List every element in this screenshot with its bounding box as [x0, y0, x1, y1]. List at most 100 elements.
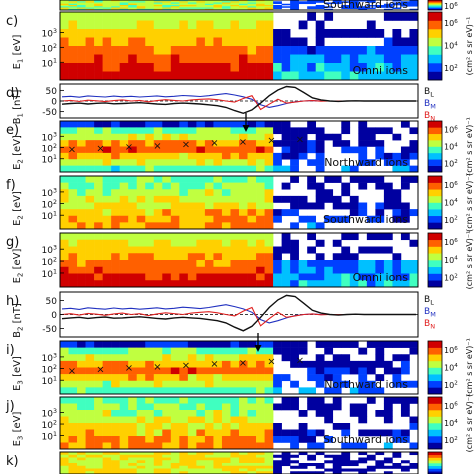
spectrogram-cell [239, 2, 248, 5]
spectrogram-cell [153, 3, 163, 6]
spectrogram-cell [60, 260, 69, 268]
spectrogram-cell [111, 260, 120, 268]
spectrogram-cell [145, 2, 155, 5]
peak-marker: × [267, 357, 275, 368]
spectrogram-cell [111, 429, 120, 437]
spectrogram-cell [204, 471, 214, 474]
peak-marker: × [239, 137, 247, 148]
spectrogram-cell [256, 222, 265, 230]
spectrogram-cell [273, 246, 282, 254]
spectrogram-cell [85, 152, 95, 160]
spectrogram-cell [409, 239, 419, 247]
spectrogram-cell [85, 127, 95, 135]
spectrogram-cell [179, 5, 189, 7]
colorbar-tick-label: 102 [444, 64, 458, 73]
spectrogram-cell [170, 347, 180, 355]
spectrogram-cell [68, 454, 78, 458]
spectrogram-cell [128, 403, 138, 411]
colorbar-step [428, 273, 442, 281]
spectrogram-cell [196, 2, 206, 5]
spectrogram-cell [170, 266, 180, 274]
spectrogram-cell [247, 159, 257, 166]
spectrogram-cell [187, 266, 197, 274]
spectrogram-cell [153, 37, 163, 47]
spectrogram-cell [136, 195, 146, 203]
spectrogram-cell [204, 189, 214, 197]
spectrogram-cell [315, 410, 325, 417]
spectrogram-cell [349, 29, 359, 38]
spectrogram-cell [281, 260, 291, 268]
spectrogram-cell [400, 121, 410, 128]
colorbar-step [428, 189, 442, 197]
spectrogram-cell [85, 195, 95, 203]
spectrogram-cell [119, 442, 129, 450]
spectrogram-cell [409, 0, 419, 2]
spectrogram-cell [341, 341, 351, 348]
spectrogram-cell [60, 215, 69, 223]
spectrogram-cell [204, 182, 214, 190]
spectrogram-cell [204, 341, 214, 348]
panel-frame [59, 291, 419, 338]
spectrogram-cell [307, 54, 317, 64]
colorbar-tick-label: 106 [444, 346, 458, 355]
spectrogram-cell [256, 416, 265, 424]
spectrogram-cell [290, 253, 299, 261]
spectrogram-cell [264, 266, 274, 274]
spectrogram-cell [102, 423, 112, 430]
spectrogram-cell [324, 403, 334, 411]
spectrogram-cell [170, 127, 180, 135]
bl-series [61, 85, 416, 115]
spectrogram-cell [332, 280, 342, 288]
spectrogram-cell [77, 222, 86, 230]
spectrogram-cell [290, 133, 299, 141]
spectrogram-cell [221, 468, 231, 472]
spectrogram-cell [256, 5, 265, 7]
spectrogram-cell [332, 403, 342, 411]
spectrogram-cell [136, 442, 146, 450]
spectrogram-cell [153, 202, 163, 210]
spectrogram-cell [102, 3, 112, 6]
spectrogram-cell [409, 280, 419, 288]
spectrogram-cell [68, 403, 78, 411]
spectrogram-cell [111, 253, 120, 261]
spectrogram-cell [298, 215, 308, 223]
spectrogram-cell [230, 159, 240, 166]
spectrogram-cell [264, 202, 274, 210]
spectrogram-cell [290, 71, 299, 81]
spectrogram-cell [187, 374, 197, 382]
spectrogram-cell [128, 239, 138, 247]
spectrogram-cell [60, 280, 69, 288]
spectrogram-cell [128, 140, 138, 147]
spectrogram-cell [196, 266, 206, 274]
spectrogram-cell [179, 260, 189, 268]
spectrogram-cell [273, 159, 282, 166]
spectrogram-cell [196, 127, 206, 135]
spectrogram-cell [383, 457, 393, 461]
spectrogram-cell [221, 7, 231, 10]
spectrogram-cell [366, 273, 376, 281]
spectrogram-cell [264, 46, 274, 55]
spectrogram-cell [68, 239, 78, 247]
energy-tick-label: 102 [42, 256, 57, 268]
spectrogram-cell [111, 436, 120, 443]
spectrogram-cell [349, 71, 359, 81]
spectrogram-cell [162, 410, 172, 417]
spectrogram-cell [281, 454, 291, 458]
spectrogram-cell [119, 360, 129, 368]
energy-tick-label: 103 [42, 245, 57, 257]
spectrogram-cell [256, 380, 265, 388]
spectrogram-cell [349, 463, 359, 467]
spectrogram-cell [375, 387, 385, 395]
panel-frame [59, 396, 419, 450]
spectrogram-cell [145, 463, 155, 467]
b-tick-label: 0 [51, 98, 57, 108]
spectrogram-cell [358, 471, 368, 474]
spectrogram-cell [383, 416, 393, 424]
spectrogram-cell [204, 46, 214, 55]
spectrogram-cell [392, 165, 402, 173]
spectrogram-cell [358, 246, 368, 254]
spectrogram-cell [85, 253, 95, 261]
spectrogram-cell [358, 442, 368, 450]
spectrogram-cell [239, 215, 248, 223]
spectrogram-cell [187, 463, 197, 467]
